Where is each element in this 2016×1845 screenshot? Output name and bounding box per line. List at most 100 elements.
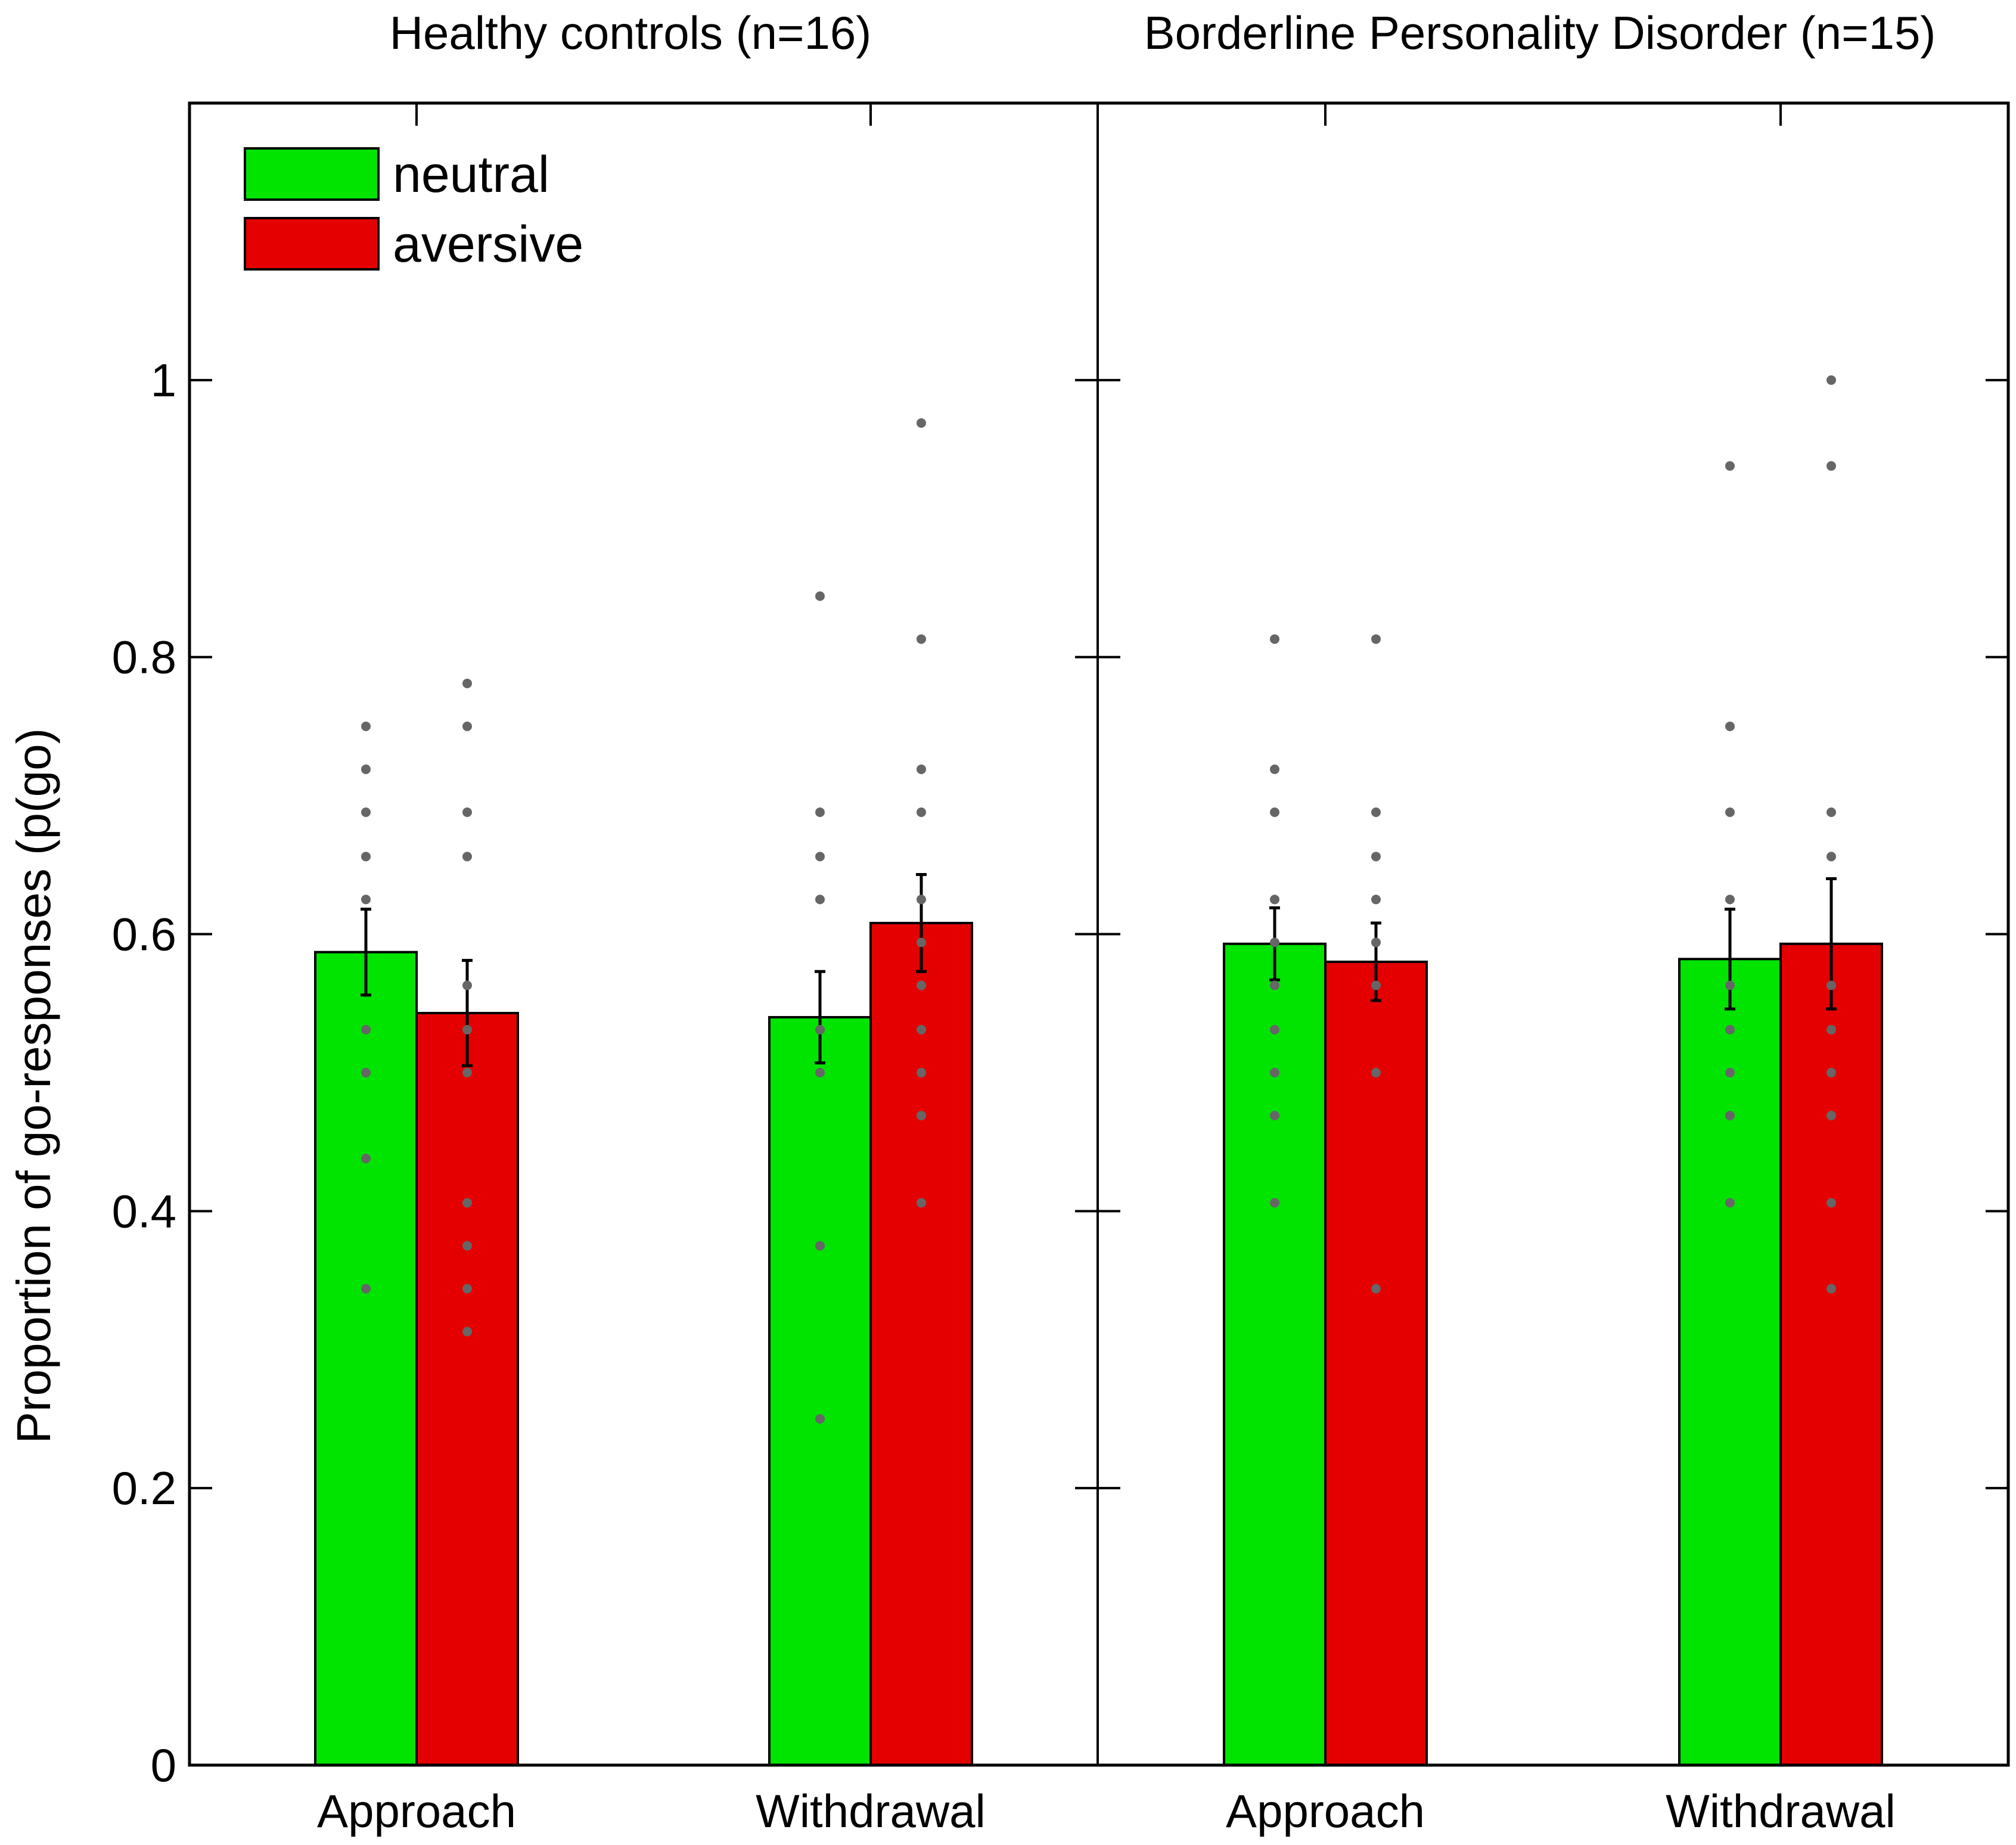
data-point-panel0-approach-aversive-4 <box>462 980 472 990</box>
data-point-panel1-approach-neutral-7 <box>1270 1067 1279 1077</box>
bar-panel0-withdrawal-neutral <box>768 1015 872 1766</box>
data-point-panel0-withdrawal-aversive-4 <box>917 894 926 905</box>
data-point-panel1-withdrawal-aversive-6 <box>1826 1067 1836 1077</box>
data-point-panel1-approach-neutral-9 <box>1270 1198 1279 1208</box>
data-point-panel1-approach-aversive-6 <box>1371 1067 1381 1077</box>
data-point-panel0-approach-neutral-3 <box>361 852 371 862</box>
bar-panel0-approach-aversive <box>415 1011 519 1766</box>
data-point-panel0-withdrawal-aversive-0 <box>917 418 926 428</box>
data-point-panel0-approach-neutral-5 <box>361 1024 371 1035</box>
data-point-panel1-withdrawal-aversive-9 <box>1826 1284 1836 1294</box>
data-point-panel1-approach-neutral-4 <box>1270 937 1279 948</box>
data-point-panel1-approach-aversive-0 <box>1371 634 1381 644</box>
y-axis-title: Proportion of go-responses (p(go) <box>7 728 60 1444</box>
data-point-panel1-withdrawal-aversive-8 <box>1826 1198 1836 1208</box>
data-point-panel1-approach-aversive-4 <box>1371 937 1381 948</box>
data-point-panel0-approach-neutral-7 <box>361 1154 371 1164</box>
plot-area: 0 0.2 0.4 0.6 0.8 1 Approach Withdrawal Approach… <box>112 101 2010 1837</box>
data-point-panel1-approach-aversive-1 <box>1371 807 1381 817</box>
data-point-panel1-approach-neutral-0 <box>1270 634 1279 644</box>
data-point-panel0-withdrawal-aversive-1 <box>917 634 926 644</box>
data-point-panel0-approach-neutral-2 <box>361 807 371 817</box>
y-tick-label-5: 1 <box>151 354 176 406</box>
data-point-panel1-approach-aversive-3 <box>1371 894 1381 905</box>
bar-panel0-withdrawal-aversive <box>869 921 973 1766</box>
data-point-panel0-withdrawal-aversive-8 <box>917 1067 926 1077</box>
data-point-panel0-withdrawal-neutral-5 <box>815 1067 825 1077</box>
x-tick-label-panel0-withdrawal: Withdrawal <box>756 1785 986 1837</box>
data-point-panel0-withdrawal-neutral-7 <box>815 1414 825 1424</box>
data-point-panel1-approach-neutral-6 <box>1270 1024 1279 1035</box>
data-point-panel0-approach-aversive-10 <box>462 1327 472 1337</box>
data-point-panel1-approach-neutral-2 <box>1270 807 1279 817</box>
data-point-panel0-approach-aversive-8 <box>462 1241 472 1251</box>
data-point-panel0-withdrawal-aversive-10 <box>917 1198 926 1208</box>
data-point-panel0-approach-neutral-0 <box>361 721 371 731</box>
data-point-panel0-approach-neutral-4 <box>361 894 371 905</box>
y-tick-label-3: 0.6 <box>112 908 176 961</box>
data-point-panel1-withdrawal-neutral-8 <box>1725 1198 1735 1208</box>
data-point-panel1-withdrawal-neutral-0 <box>1725 461 1735 471</box>
bar-panel1-approach-aversive <box>1324 960 1428 1766</box>
data-point-panel0-approach-aversive-9 <box>462 1284 472 1294</box>
data-point-panel0-approach-aversive-1 <box>462 721 472 731</box>
data-point-panel1-withdrawal-aversive-1 <box>1826 461 1836 471</box>
data-point-panel1-approach-neutral-1 <box>1270 764 1279 774</box>
data-point-panel0-withdrawal-neutral-6 <box>815 1241 825 1251</box>
data-point-panel0-withdrawal-aversive-2 <box>917 764 926 774</box>
legend: neutral aversive <box>244 146 583 273</box>
data-point-panel1-withdrawal-neutral-2 <box>1725 807 1735 817</box>
data-point-panel0-approach-neutral-6 <box>361 1067 371 1077</box>
legend-swatch-neutral <box>244 147 380 201</box>
legend-label-aversive: aversive <box>393 216 583 273</box>
data-point-panel1-approach-neutral-8 <box>1270 1110 1279 1120</box>
panel-titles: Healthy controls (n=16) Borderline Perso… <box>390 7 1936 59</box>
y-tick-label-1: 0.2 <box>112 1462 176 1514</box>
bar-panel1-approach-neutral <box>1223 942 1327 1766</box>
data-point-panel0-withdrawal-aversive-6 <box>917 980 926 990</box>
data-point-panel1-withdrawal-aversive-2 <box>1826 807 1836 817</box>
data-point-panel0-withdrawal-neutral-0 <box>815 591 825 601</box>
data-point-panel0-approach-aversive-0 <box>462 678 472 688</box>
data-point-panel1-withdrawal-aversive-4 <box>1826 980 1836 990</box>
data-point-panel0-withdrawal-neutral-3 <box>815 894 825 905</box>
y-tick-label-4: 0.8 <box>112 631 176 684</box>
data-point-panel0-approach-neutral-1 <box>361 764 371 774</box>
data-point-panel1-withdrawal-neutral-6 <box>1725 1067 1735 1077</box>
data-point-panel0-withdrawal-neutral-1 <box>815 807 825 817</box>
data-point-panel1-approach-neutral-3 <box>1270 894 1279 905</box>
data-point-panel0-withdrawal-aversive-7 <box>917 1024 926 1035</box>
data-point-panel0-withdrawal-aversive-9 <box>917 1110 926 1120</box>
y-tick-label-0: 0 <box>151 1739 176 1791</box>
legend-label-neutral: neutral <box>393 146 549 203</box>
data-point-panel0-approach-aversive-6 <box>462 1067 472 1077</box>
data-point-panel1-withdrawal-neutral-1 <box>1725 721 1735 731</box>
x-tick-label-panel0-approach: Approach <box>317 1785 516 1837</box>
data-point-panel1-withdrawal-aversive-7 <box>1826 1110 1836 1120</box>
legend-swatch-aversive <box>244 217 380 271</box>
y-tick-label-2: 0.4 <box>112 1185 176 1237</box>
bar-panel1-withdrawal-neutral <box>1678 958 1782 1766</box>
x-tick-label-panel1-withdrawal: Withdrawal <box>1666 1785 1896 1837</box>
data-point-panel1-approach-aversive-5 <box>1371 980 1381 990</box>
data-point-panel0-approach-aversive-7 <box>462 1198 472 1208</box>
panel-title-borderline: Borderline Personality Disorder (n=15) <box>1144 7 1936 59</box>
data-point-panel1-approach-neutral-5 <box>1270 980 1279 990</box>
data-point-panel1-withdrawal-aversive-5 <box>1826 1024 1836 1035</box>
data-point-panel1-withdrawal-neutral-5 <box>1725 1024 1735 1035</box>
data-point-panel0-approach-aversive-3 <box>462 852 472 862</box>
data-point-panel1-withdrawal-aversive-0 <box>1826 375 1836 385</box>
x-tick-label-panel1-approach: Approach <box>1226 1785 1425 1837</box>
data-point-panel0-withdrawal-neutral-4 <box>815 1024 825 1035</box>
data-point-panel0-approach-aversive-5 <box>462 1024 472 1035</box>
data-point-panel1-withdrawal-neutral-3 <box>1725 894 1735 905</box>
data-point-panel0-approach-neutral-8 <box>361 1284 371 1294</box>
data-point-panel1-approach-aversive-2 <box>1371 852 1381 862</box>
data-point-panel0-withdrawal-aversive-3 <box>917 807 926 817</box>
data-point-panel1-withdrawal-neutral-7 <box>1725 1110 1735 1120</box>
bar-panel0-approach-neutral <box>314 951 418 1766</box>
data-point-panel0-withdrawal-neutral-2 <box>815 852 825 862</box>
data-point-panel1-withdrawal-neutral-4 <box>1725 980 1735 990</box>
data-point-panel1-approach-aversive-7 <box>1371 1284 1381 1294</box>
